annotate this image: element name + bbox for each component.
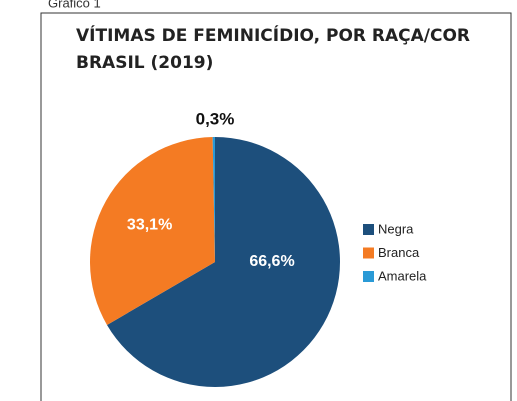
data-label: 66,6%: [249, 253, 294, 270]
pie-slice: [89, 137, 215, 325]
legend-swatch: [363, 271, 374, 282]
pie-slice: [107, 137, 340, 387]
data-label: 33,1%: [127, 216, 172, 233]
chart-title: BRASIL (2019): [76, 53, 213, 73]
legend-label: Negra: [378, 221, 414, 236]
legend-label: Amarela: [378, 268, 427, 283]
pie-slice: [212, 137, 215, 262]
legend-label: Branca: [378, 245, 420, 260]
caption: Gráfico 1: [48, 0, 101, 10]
legend-swatch: [363, 224, 374, 235]
chart-title: VÍTIMAS DE FEMINICÍDIO, POR RAÇA/COR: [76, 24, 470, 46]
data-label: 0,3%: [196, 109, 235, 128]
legend-swatch: [363, 247, 374, 259]
